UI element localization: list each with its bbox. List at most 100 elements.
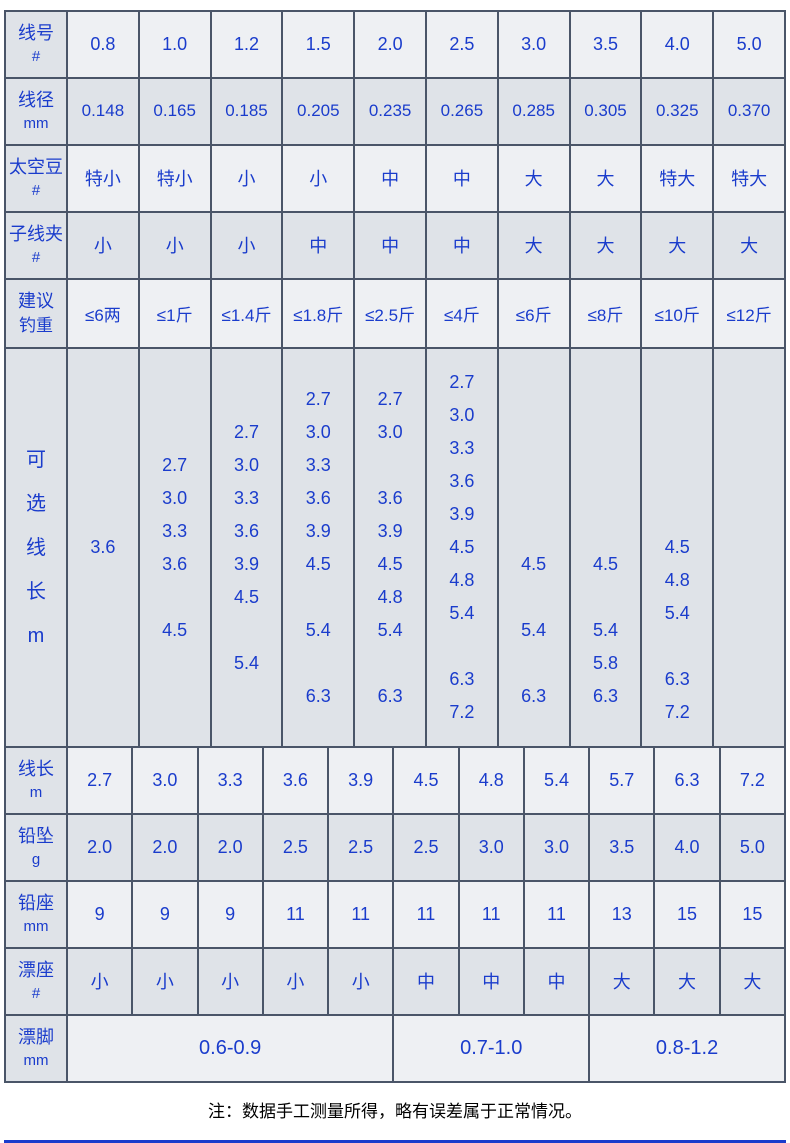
header-xianhao: 线号# [5, 11, 67, 78]
kexuan-col-0: 3.6 [67, 348, 139, 747]
bottom-divider [4, 1140, 786, 1143]
kexuan-value [283, 650, 353, 677]
kexuan-value: 5.4 [212, 650, 282, 677]
kexuan-value: 3.6 [212, 518, 282, 545]
kexuan-value [571, 485, 641, 512]
kexuan-value [642, 468, 712, 495]
kexuan-value [499, 518, 569, 545]
kexuan-value [571, 419, 641, 446]
header-kexuan: 可 选 线 长 m [5, 348, 67, 747]
header-jianyi: 建议钓重 [5, 279, 67, 348]
kexuan-value [571, 452, 641, 479]
kexuan-value: 3.0 [212, 452, 282, 479]
row-qianzuo: 铅座mm 9 9 9 11 11 11 11 11 13 15 15 [5, 881, 785, 948]
kexuan-col-9 [713, 348, 785, 747]
kexuan-value: 2.7 [212, 419, 282, 446]
kexuan-col-3: 2.73.03.33.63.94.5 5.4 6.3 [282, 348, 354, 747]
kexuan-value: 3.9 [355, 518, 425, 545]
kexuan-col-2: 2.7 3.0 3.3 3.6 3.9 4.5 5.4 [211, 348, 283, 747]
row-taikongdou: 太空豆# 特小 特小 小 小 中 中 大 大 特大 特大 [5, 145, 785, 212]
kexuan-value [642, 435, 712, 462]
kexuan-value: 4.5 [642, 534, 712, 561]
kexuan-value: 2.7 [355, 386, 425, 413]
kexuan-value [499, 419, 569, 446]
kexuan-value: 6.3 [427, 666, 497, 693]
kexuan-value: 4.5 [571, 551, 641, 578]
piaojiao-span-1: 0.7-1.0 [393, 1015, 589, 1082]
header-taikongdou: 太空豆# [5, 145, 67, 212]
kexuan-value: 4.5 [427, 534, 497, 561]
spec-table-1: 线号# 0.8 1.0 1.2 1.5 2.0 2.5 3.0 3.5 4.0 … [4, 10, 786, 748]
kexuan-value: 5.4 [355, 617, 425, 644]
kexuan-value: 4.8 [355, 584, 425, 611]
kexuan-value: 3.6 [355, 485, 425, 512]
kexuan-value [355, 452, 425, 479]
kexuan-value: 3.0 [140, 485, 210, 512]
kexuan-value: 3.3 [212, 485, 282, 512]
kexuan-value [642, 501, 712, 528]
header-xianjing: 线径mm [5, 78, 67, 145]
kexuan-value: 3.6 [427, 468, 497, 495]
header-piaojiao: 漂脚mm [5, 1015, 67, 1082]
kexuan-col-7: 4.5 5.4 5.8 6.3 [570, 348, 642, 747]
header-piaozuo: 漂座# [5, 948, 67, 1015]
kexuan-col-8: 4.54.85.4 6.37.2 [641, 348, 713, 747]
kexuan-value [140, 584, 210, 611]
kexuan-value: 4.5 [140, 617, 210, 644]
kexuan-value [499, 650, 569, 677]
kexuan-value [283, 584, 353, 611]
kexuan-value [499, 485, 569, 512]
kexuan-value: 3.3 [427, 435, 497, 462]
kexuan-col-1: 2.73.03.33.6 4.5 [139, 348, 211, 747]
kexuan-value [714, 534, 784, 561]
cell: 0.8 [67, 11, 139, 78]
kexuan-value: 3.9 [283, 518, 353, 545]
kexuan-value: 3.9 [427, 501, 497, 528]
kexuan-value: 5.4 [571, 617, 641, 644]
kexuan-col-6: 4.5 5.4 6.3 [498, 348, 570, 747]
kexuan-value: 3.6 [283, 485, 353, 512]
kexuan-value [499, 386, 569, 413]
kexuan-value: 3.0 [355, 419, 425, 446]
kexuan-value: 6.3 [571, 683, 641, 710]
kexuan-value [499, 452, 569, 479]
kexuan-value: 7.2 [642, 699, 712, 726]
kexuan-value: 5.4 [427, 600, 497, 627]
kexuan-value: 6.3 [355, 683, 425, 710]
header-qianzuo: 铅座mm [5, 881, 67, 948]
kexuan-value: 2.7 [427, 369, 497, 396]
kexuan-value [642, 369, 712, 396]
kexuan-value: 4.8 [427, 567, 497, 594]
kexuan-value: 5.8 [571, 650, 641, 677]
kexuan-value [642, 633, 712, 660]
spec-table-2: 线长m 2.7 3.0 3.3 3.6 3.9 4.5 4.8 5.4 5.7 … [4, 746, 786, 1082]
kexuan-value: 3.9 [212, 551, 282, 578]
kexuan-value [499, 584, 569, 611]
kexuan-value: 6.3 [283, 683, 353, 710]
row-kexuan: 可 选 线 长 m 3.6 2.73.03.33.6 4.5 2.73.03.3… [5, 348, 785, 747]
kexuan-value: 4.8 [642, 567, 712, 594]
piaojiao-span-0: 0.6-0.9 [67, 1015, 393, 1082]
kexuan-value: 3.0 [427, 402, 497, 429]
kexuan-value: 2.7 [140, 452, 210, 479]
header-xianchang: 线长m [5, 747, 67, 814]
kexuan-value: 3.6 [140, 551, 210, 578]
kexuan-value [355, 650, 425, 677]
kexuan-value: 5.4 [642, 600, 712, 627]
row-jianyi: 建议钓重 ≤6两 ≤1斤 ≤1.4斤 ≤1.8斤 ≤2.5斤 ≤4斤 ≤6斤 ≤… [5, 279, 785, 348]
row-xianchang: 线长m 2.7 3.0 3.3 3.6 3.9 4.5 4.8 5.4 5.7 … [5, 747, 785, 814]
row-zixianjia: 子线夹# 小 小 小 中 中 中 大 大 大 大 [5, 212, 785, 279]
row-qianzhui: 铅坠g 2.0 2.0 2.0 2.5 2.5 2.5 3.0 3.0 3.5 … [5, 814, 785, 881]
kexuan-value [571, 584, 641, 611]
kexuan-value: 6.3 [499, 683, 569, 710]
kexuan-value: 4.5 [212, 584, 282, 611]
kexuan-value [212, 617, 282, 644]
kexuan-value [571, 518, 641, 545]
row-piaozuo: 漂座# 小 小 小 小 小 中 中 中 大 大 大 [5, 948, 785, 1015]
kexuan-value: 4.5 [355, 551, 425, 578]
kexuan-value: 7.2 [427, 699, 497, 726]
kexuan-value: 2.7 [283, 386, 353, 413]
kexuan-value [642, 402, 712, 429]
header-qianzhui: 铅坠g [5, 814, 67, 881]
kexuan-value: 5.4 [283, 617, 353, 644]
